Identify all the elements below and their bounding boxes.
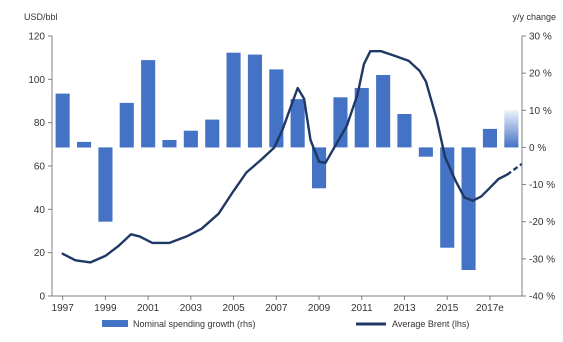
- bar-2000: [119, 102, 134, 148]
- left-tick-label: 100: [28, 75, 45, 86]
- x-tick-label: 2017e: [476, 303, 504, 314]
- bar-2018e: [504, 110, 519, 148]
- bar-2016: [461, 147, 476, 270]
- x-tick-label: 2007: [265, 303, 288, 314]
- bar-2012: [376, 75, 391, 148]
- right-tick-label: 0 %: [529, 143, 546, 154]
- left-tick-label: 60: [34, 162, 46, 173]
- right-tick-label: -10 %: [529, 180, 555, 191]
- bar-2009: [312, 147, 327, 189]
- bar-2001: [141, 60, 156, 148]
- x-tick-label: 2011: [351, 303, 373, 314]
- bar-2014: [418, 147, 433, 157]
- legend-layer: Nominal spending growth (rhs) Average Bre…: [102, 319, 469, 329]
- bars-layer: [55, 52, 519, 270]
- left-tick-label: 80: [34, 118, 46, 129]
- legend-bar-swatch: [102, 320, 128, 327]
- legend-bar-label: Nominal spending growth (rhs): [133, 319, 256, 329]
- x-tick-label: 2001: [137, 303, 160, 314]
- left-tick-label: 0: [39, 292, 45, 303]
- left-axis-label: USD/bbl: [24, 12, 58, 22]
- bar-2003: [183, 130, 198, 148]
- left-tick-label: 20: [34, 248, 46, 259]
- right-tick-label: 30 %: [529, 32, 552, 43]
- bar-2011: [354, 88, 369, 148]
- right-axis-label: y/y change: [512, 12, 556, 22]
- right-tick-label: -20 %: [529, 217, 555, 228]
- line-average-brent: [61, 50, 509, 264]
- bar-2013: [397, 114, 412, 148]
- line-layer: [61, 50, 523, 264]
- right-tick-label: -40 %: [529, 292, 555, 303]
- legend-line-label: Average Brent (lhs): [392, 319, 469, 329]
- bar-2008: [290, 99, 305, 148]
- bar-1997: [55, 93, 70, 148]
- x-tick-label: 2005: [222, 303, 245, 314]
- bar-2005: [226, 52, 241, 148]
- x-tick-label: 1999: [94, 303, 117, 314]
- x-tick-label: 2003: [180, 303, 203, 314]
- bar-2006: [247, 54, 262, 148]
- axes-layer: 0 20 40 60 80 100 120 -40 % -30 % -20 % -10 % 0 % 10…: [28, 32, 555, 315]
- left-tick-label: 120: [28, 32, 45, 43]
- x-tick-label: 2009: [308, 303, 331, 314]
- line-average-brent-estimate: [506, 162, 523, 176]
- right-tick-label: 20 %: [529, 69, 552, 80]
- right-tick-label: -30 %: [529, 254, 555, 265]
- x-tick-label: 2015: [436, 303, 459, 314]
- bar-2010: [333, 97, 348, 148]
- bar-2002: [162, 140, 177, 148]
- bar-2007: [269, 69, 284, 148]
- x-tick-label: 1997: [52, 303, 75, 314]
- right-tick-label: 10 %: [529, 106, 552, 117]
- bar-1998: [77, 141, 92, 148]
- x-tick-label: 2013: [393, 303, 416, 314]
- bar-2017e: [482, 128, 497, 148]
- bar-1999: [98, 147, 113, 222]
- left-tick-label: 40: [34, 205, 46, 216]
- bar-2004: [205, 119, 220, 148]
